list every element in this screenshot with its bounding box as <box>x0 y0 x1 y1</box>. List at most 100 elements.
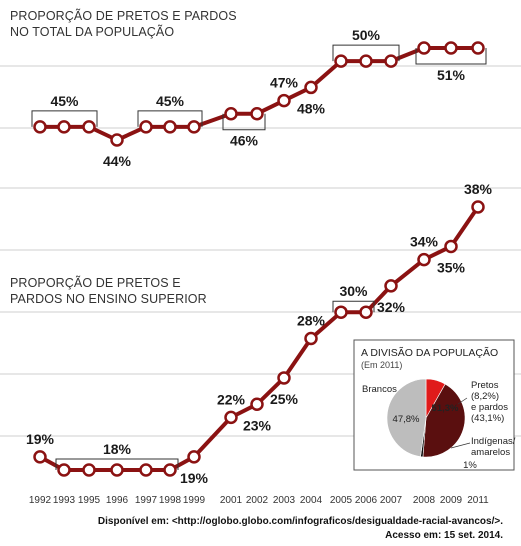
inset-title: A DIVISÃO DA POPULAÇÃO <box>361 346 498 359</box>
x-tick-label: 2009 <box>440 495 463 506</box>
data-point <box>384 54 398 68</box>
data-point <box>417 252 431 267</box>
data-point <box>417 41 431 55</box>
series-line <box>38 46 480 142</box>
data-label: 45% <box>50 93 79 109</box>
data-label: 19% <box>26 431 55 447</box>
data-point <box>471 200 485 214</box>
data-label: 34% <box>410 234 439 250</box>
data-point <box>139 120 153 134</box>
data-point <box>57 463 71 477</box>
data-point <box>359 305 373 319</box>
data-label: 22% <box>217 391 246 407</box>
data-point <box>224 106 238 121</box>
data-point <box>82 463 96 477</box>
population-chart: PROPORÇÃO DE PRETOS E PARDOS NO TOTAL DA… <box>10 9 487 169</box>
pie-slice-pardos <box>422 383 466 458</box>
pie-label-pretos-pardos-line: e pardos <box>471 402 508 413</box>
x-tick-label: 1999 <box>183 495 206 506</box>
pie-leader-pretos <box>457 397 468 405</box>
x-tick-label: 1998 <box>159 495 182 506</box>
x-tick-label: 2001 <box>220 495 243 506</box>
x-tick-label: 2002 <box>246 495 269 506</box>
data-label: 51% <box>437 67 466 83</box>
x-tick-label: 2004 <box>300 495 323 506</box>
pie-label-indigenas-line: amarelos <box>471 447 510 458</box>
x-tick-label: 2008 <box>413 495 436 506</box>
x-tick-label: 1996 <box>106 495 129 506</box>
data-label: 19% <box>180 470 209 486</box>
label-bracket <box>222 113 266 131</box>
population-series: 45% 44% 45% 46% 47% 48% 50% 51% <box>31 27 487 169</box>
x-tick-label: 1993 <box>53 495 76 506</box>
data-point <box>277 93 291 108</box>
population-title-line-2: NO TOTAL DA POPULAÇÃO <box>10 25 174 39</box>
data-label: 35% <box>437 259 466 275</box>
data-point <box>471 41 485 55</box>
data-point <box>163 120 177 134</box>
data-label: 30% <box>339 283 368 299</box>
pie-label-pretos-pardos-line: (43,1%) <box>471 413 504 424</box>
x-tick-label: 2003 <box>273 495 296 506</box>
population-division-inset: A DIVISÃO DA POPULAÇÃO (Em 2011) Brancos… <box>353 339 516 471</box>
data-point <box>384 279 398 293</box>
higher-education-series: 19% 18% 19% 22% 23% 25% 28% 30% 32% 34% 35% 38% <box>26 181 493 486</box>
population-pie: Brancos 47,8% 51,3% Pretos(8,2%)e pardos(43… <box>362 378 516 471</box>
data-point <box>334 305 348 319</box>
label-bracket <box>332 44 400 62</box>
label-bracket <box>332 300 375 313</box>
data-point <box>334 54 348 68</box>
data-point <box>139 463 153 477</box>
data-point <box>33 120 47 134</box>
data-label: 28% <box>297 313 326 329</box>
data-point <box>444 41 458 55</box>
x-tick-label: 2007 <box>380 495 403 506</box>
x-tick-label: 2006 <box>355 495 378 506</box>
population-title-line-1: PROPORÇÃO DE PRETOS E PARDOS <box>10 9 237 23</box>
x-tick-label: 1992 <box>29 495 52 506</box>
pie-label-indigenas-line: Indígenas/ <box>471 436 516 447</box>
data-point <box>33 450 47 464</box>
inset-subtitle: (Em 2011) <box>361 360 402 370</box>
higher-education-chart: PROPORÇÃO DE PRETOS E PARDOS NO ENSINO S… <box>10 181 493 486</box>
source-access-date: Acesso em: 15 set. 2014. <box>385 530 503 541</box>
pie-leader-indigenas <box>450 442 471 449</box>
data-point <box>224 410 238 425</box>
population-chart-title: PROPORÇÃO DE PRETOS E PARDOS NO TOTAL DA… <box>10 9 240 39</box>
data-point <box>304 80 318 95</box>
pie-label-brancos: Brancos <box>362 384 397 395</box>
x-tick-label: 1997 <box>135 495 158 506</box>
data-point <box>82 120 96 134</box>
x-tick-label: 2011 <box>467 495 489 506</box>
higher-education-chart-title: PROPORÇÃO DE PRETOS E PARDOS NO ENSINO S… <box>10 276 207 306</box>
pie-value-indigenas: 1% <box>463 460 477 471</box>
label-bracket <box>31 110 98 127</box>
x-axis-ticks: 1992 1993 1995 1996 1997 1998 1999 2001 2002 2003… <box>29 495 489 506</box>
label-bracket <box>55 458 179 470</box>
pie-value-pretos-pardos: 51,3% <box>432 403 459 414</box>
pie-value-brancos: 47,8% <box>393 414 420 425</box>
data-label: 50% <box>352 27 381 43</box>
data-point <box>359 54 373 68</box>
data-label: 48% <box>297 100 326 116</box>
data-label: 23% <box>243 417 272 433</box>
data-point <box>250 397 264 411</box>
pie-label-pretos-pardos-line: Pretos <box>471 380 499 391</box>
x-tick-label: 2005 <box>330 495 353 506</box>
data-point <box>277 371 291 385</box>
data-point <box>163 463 177 477</box>
data-label: 38% <box>464 181 493 197</box>
data-point <box>187 450 201 464</box>
data-label: 47% <box>270 75 299 91</box>
higher-education-title-line-2: PARDOS NO ENSINO SUPERIOR <box>10 292 207 306</box>
data-point <box>304 331 318 346</box>
data-point <box>187 120 201 134</box>
data-label: 44% <box>103 153 132 169</box>
label-bracket <box>415 48 487 65</box>
data-point <box>57 120 71 134</box>
data-label: 45% <box>156 93 185 109</box>
source-url: Disponível em: <http://oglobo.globo.com/… <box>97 516 503 527</box>
label-bracket <box>137 110 203 127</box>
source-credit: Disponível em: <http://oglobo.globo.com/… <box>98 515 503 543</box>
data-point <box>444 239 458 254</box>
